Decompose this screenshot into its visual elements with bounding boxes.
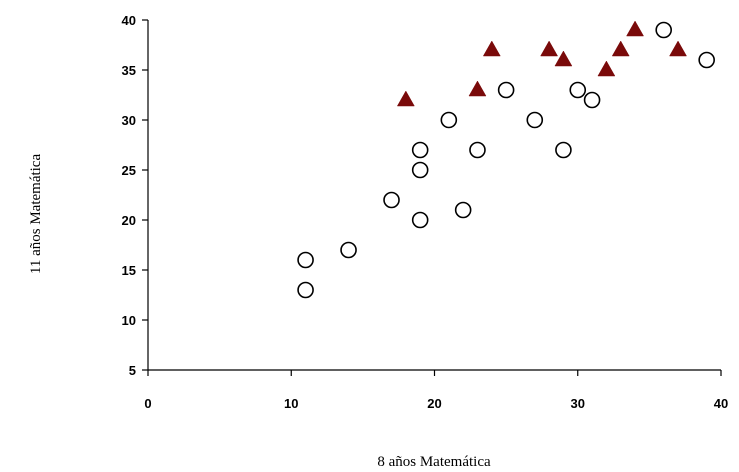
circle-point bbox=[469, 141, 486, 159]
x-axis: 0 10 20 30 40 bbox=[144, 369, 728, 411]
circle-point bbox=[383, 191, 400, 209]
circle-point bbox=[411, 141, 429, 159]
y-tick-label: 40 bbox=[122, 13, 136, 28]
triangle-point bbox=[482, 40, 501, 57]
triangle-point bbox=[597, 60, 616, 77]
triangle-point bbox=[540, 40, 559, 57]
x-tick-label: 20 bbox=[427, 396, 441, 411]
y-tick-label: 10 bbox=[122, 313, 136, 328]
circle-point bbox=[411, 211, 429, 229]
x-tick-label: 0 bbox=[144, 396, 151, 411]
circle-point bbox=[655, 21, 673, 39]
y-tick-label: 25 bbox=[122, 163, 136, 178]
y-axis: 5 10 15 20 25 30 35 40 bbox=[122, 13, 149, 378]
triangle-point bbox=[611, 40, 630, 57]
x-tick-label: 10 bbox=[284, 396, 298, 411]
y-tick-label: 20 bbox=[122, 213, 136, 228]
triangle-point bbox=[554, 50, 573, 67]
y-tick-label: 30 bbox=[122, 113, 136, 128]
x-tick-label: 40 bbox=[714, 396, 728, 411]
y-tick-label: 15 bbox=[122, 263, 136, 278]
x-tick-label: 30 bbox=[571, 396, 585, 411]
y-tick-label: 35 bbox=[122, 63, 136, 78]
circle-point bbox=[583, 91, 601, 109]
circle-point bbox=[454, 201, 472, 219]
triangle-point bbox=[626, 20, 644, 37]
circle-point bbox=[340, 241, 357, 259]
triangle-point bbox=[669, 40, 687, 57]
circle-point bbox=[526, 111, 544, 129]
triangle-point bbox=[468, 80, 487, 97]
triangle-point bbox=[396, 90, 415, 107]
circle-point bbox=[297, 281, 314, 299]
circle-point bbox=[569, 81, 587, 99]
circle-point bbox=[297, 251, 314, 269]
data-points bbox=[297, 20, 715, 299]
circle-point bbox=[411, 161, 429, 179]
circle-point bbox=[555, 141, 572, 159]
circle-point bbox=[698, 51, 715, 69]
y-axis-title: 11 años Matemática bbox=[28, 154, 44, 275]
x-axis-title: 8 años Matemática bbox=[377, 454, 491, 470]
circle-point bbox=[497, 81, 515, 99]
y-tick-label: 5 bbox=[129, 363, 136, 378]
circle-point bbox=[440, 111, 458, 129]
